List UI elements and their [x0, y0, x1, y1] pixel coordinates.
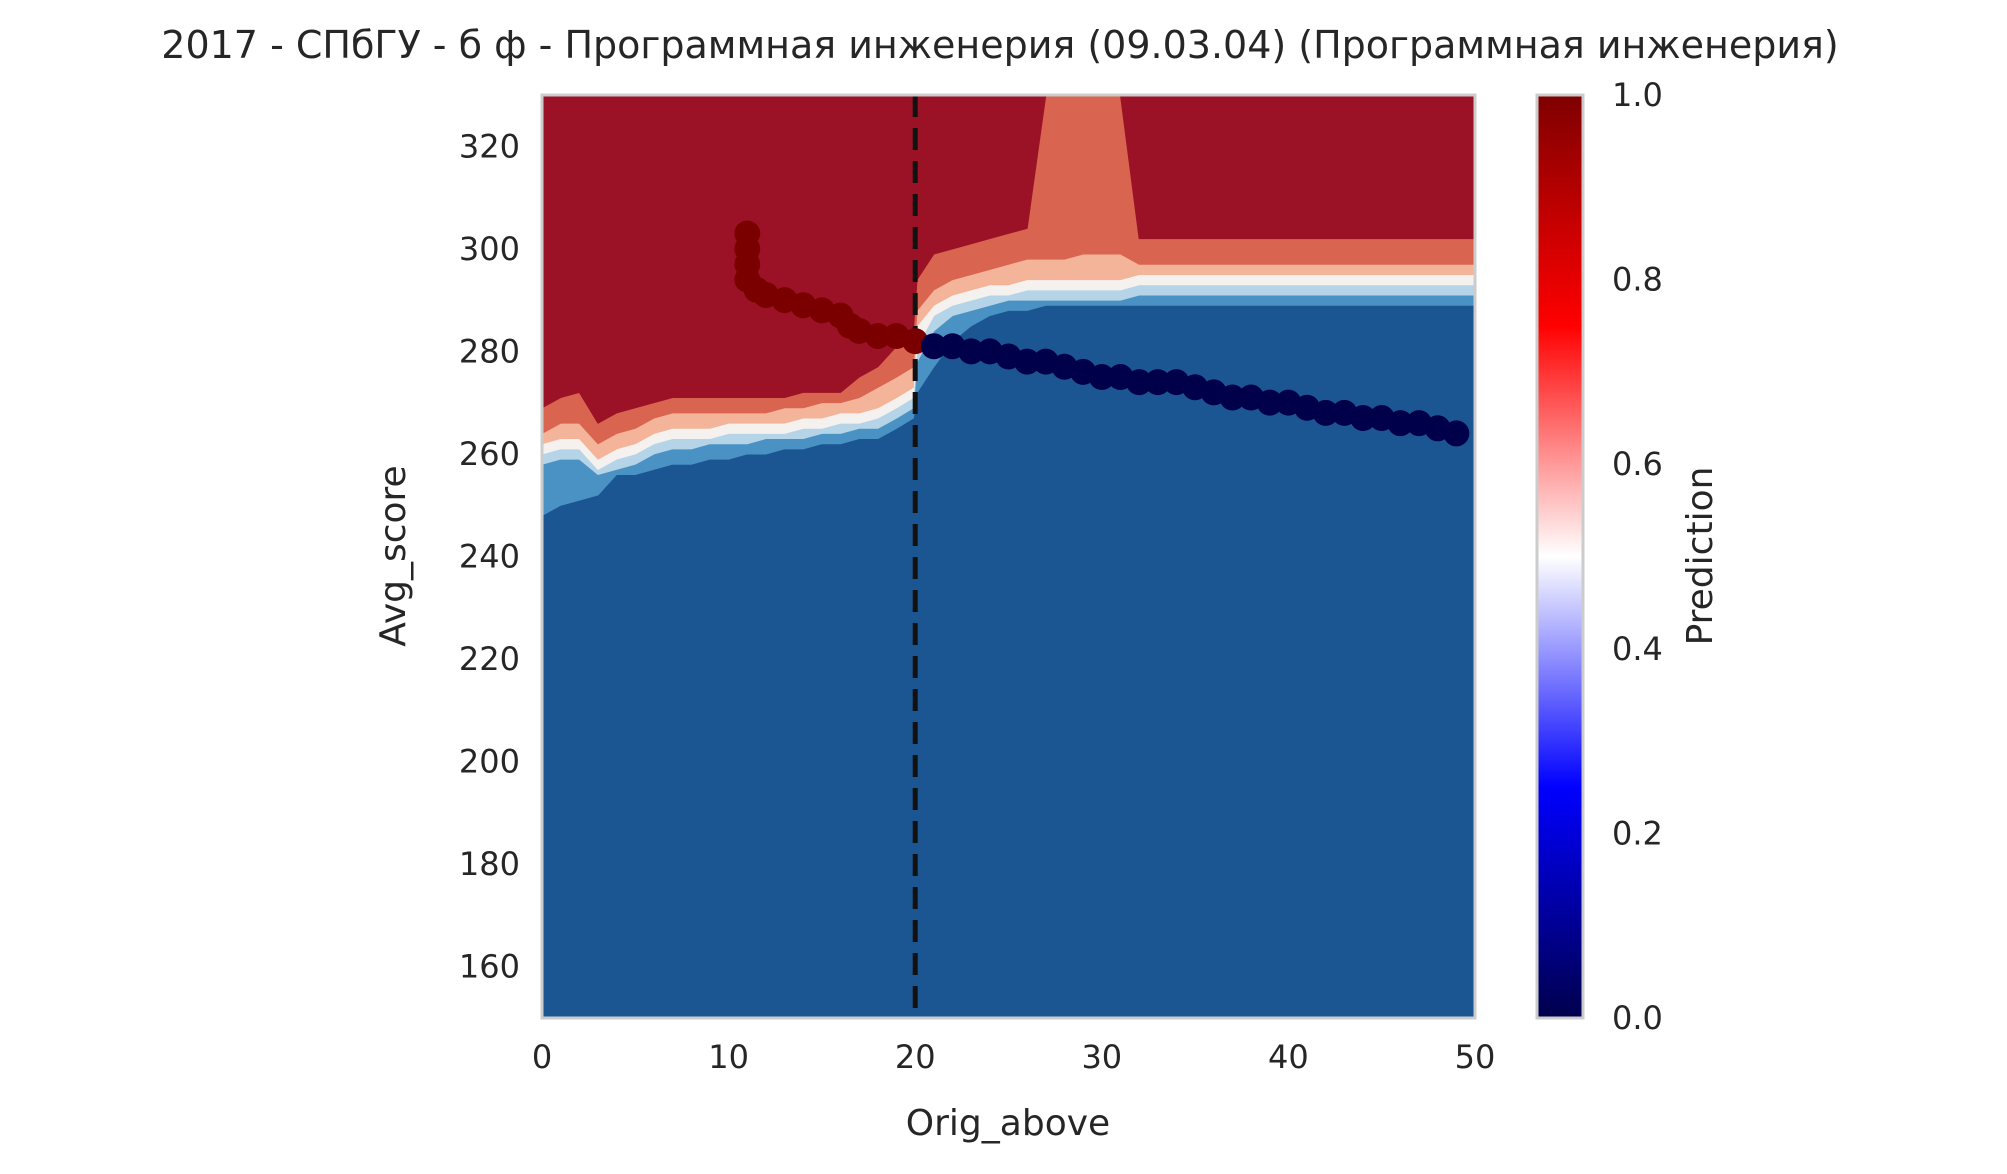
plot-frame: [540, 93, 1477, 1020]
x-tick-label: 10: [708, 1038, 749, 1076]
x-tick-label: 0: [532, 1038, 552, 1076]
y-tick-label: 260: [459, 435, 520, 473]
x-tick-label: 20: [895, 1038, 936, 1076]
region-high: [542, 95, 1475, 424]
colorbar-tick-label: 0.8: [1612, 261, 1663, 299]
y-tick-label: 280: [459, 332, 520, 370]
data-point-low: [1312, 399, 1339, 426]
plot-area: [542, 95, 1475, 1018]
y-tick-label: 300: [459, 230, 520, 268]
data-point-low: [958, 338, 985, 365]
y-axis-label: Avg_score: [373, 465, 414, 646]
x-axis-label: Orig_above: [906, 1103, 1110, 1144]
x-tick-label: 50: [1455, 1038, 1496, 1076]
colorbar-tick-label: 0.6: [1612, 445, 1663, 483]
data-point-high: [864, 323, 891, 350]
x-axis-ticks: 0 10 20 30 40 50: [532, 1038, 1496, 1076]
data-point-low: [1126, 369, 1153, 396]
colorbar-label: Prediction: [1680, 467, 1721, 646]
data-point-low: [1443, 420, 1470, 447]
colorbar-tick-label: 1.0: [1612, 76, 1663, 114]
y-tick-label: 160: [459, 948, 520, 986]
data-point-low: [1387, 410, 1414, 437]
data-point-low: [1256, 389, 1283, 416]
data-point-low: [1350, 405, 1377, 432]
y-tick-label: 180: [459, 845, 520, 883]
data-point-low: [1219, 384, 1246, 411]
x-tick-label: 40: [1268, 1038, 1309, 1076]
data-point-low: [920, 333, 947, 360]
data-point-low: [1014, 348, 1041, 375]
colorbar-tick-label: 0.4: [1612, 630, 1663, 668]
colorbar-tick-label: 0.2: [1612, 814, 1663, 852]
y-axis-ticks: 160 180 200 220 240 260 280 300 320: [459, 127, 520, 985]
colorbar-tick-label: 0.0: [1612, 999, 1663, 1037]
y-tick-label: 320: [459, 127, 520, 165]
chart-title: 2017 - СПбГУ - б ф - Программная инженер…: [161, 23, 1838, 67]
y-tick-label: 220: [459, 640, 520, 678]
data-point-low: [1088, 364, 1115, 391]
x-tick-label: 30: [1081, 1038, 1122, 1076]
colorbar: [1535, 93, 1585, 1020]
y-tick-label: 200: [459, 743, 520, 781]
data-point-low: [1144, 369, 1171, 396]
colorbar-ticks: 0.0 0.2 0.4 0.6 0.8 1.0: [1612, 76, 1663, 1037]
y-tick-label: 240: [459, 538, 520, 576]
